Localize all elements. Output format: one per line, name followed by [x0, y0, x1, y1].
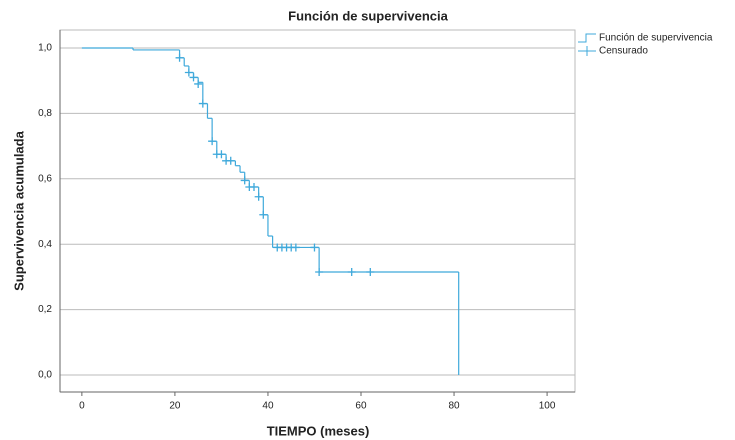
censor-mark [366, 267, 375, 276]
y-tick-label: 0,8 [38, 108, 52, 119]
chart-title: Función de supervivencia [288, 8, 448, 23]
censor-mark [315, 267, 324, 276]
x-tick-label: 100 [539, 401, 556, 412]
legend-label: Función de supervivencia [599, 33, 713, 44]
censor-mark [194, 79, 203, 88]
x-axis-label: TIEMPO (meses) [267, 423, 370, 438]
legend-swatch [578, 33, 596, 43]
plot-area [59, 29, 576, 393]
legend-swatch [578, 46, 596, 56]
x-tick-label: 80 [448, 401, 460, 412]
legend-label: Censurado [599, 46, 648, 57]
censor-mark [249, 182, 258, 191]
y-tick-label: 1,0 [38, 43, 52, 54]
censor-mark [226, 156, 235, 165]
x-tick-label: 60 [355, 401, 367, 412]
censor-mark [347, 267, 356, 276]
y-tick-label: 0,0 [38, 370, 52, 381]
censor-mark [217, 150, 226, 159]
censor-mark [184, 68, 193, 77]
x-tick-label: 0 [79, 401, 85, 412]
y-tick-label: 0,2 [38, 304, 52, 315]
y-tick-label: 0,6 [38, 173, 52, 184]
censor-mark [208, 137, 217, 146]
censor-mark [254, 192, 263, 201]
y-tick-label: 0,4 [38, 239, 52, 250]
censor-mark [189, 73, 198, 82]
censor-mark [310, 243, 319, 252]
censor-mark [291, 243, 300, 252]
censor-mark [175, 53, 184, 62]
censor-mark [240, 176, 249, 185]
censor-mark [198, 99, 207, 108]
x-tick-label: 40 [262, 401, 274, 412]
x-tick-label: 20 [169, 401, 181, 412]
y-axis-label: Supervivencia acumulada [11, 130, 26, 290]
censor-mark [259, 210, 268, 219]
